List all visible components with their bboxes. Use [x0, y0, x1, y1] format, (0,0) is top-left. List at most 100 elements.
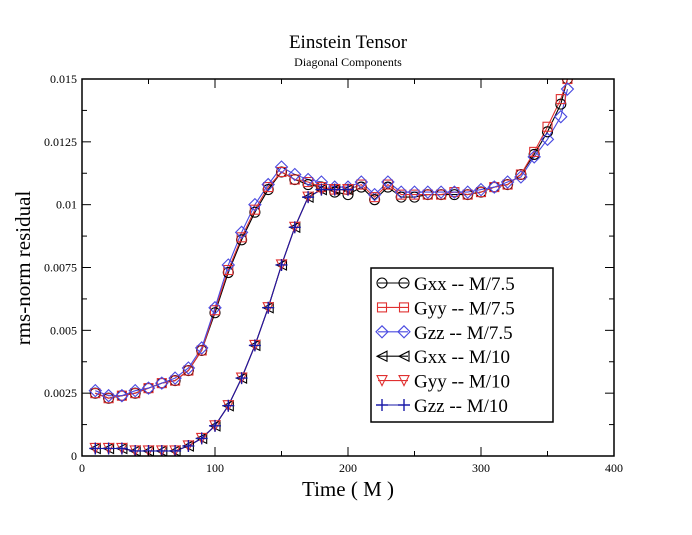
legend-marker: [398, 302, 410, 313]
legend-label: Gzz -- M/7.5: [414, 323, 513, 344]
data-point-series-3: [181, 361, 196, 375]
y-tick-label: 0.0075: [44, 261, 77, 275]
marker-layer: [88, 79, 575, 456]
data-point-series-2: [303, 176, 314, 188]
data-point-series-3: [554, 109, 568, 124]
legend-items: Gxx -- M/7.5 Gyy -- M/7.5 Gzz -- M/7.5 Gxx …: [375, 274, 515, 417]
data-point-series-2: [555, 94, 566, 105]
legend-marker: [398, 375, 410, 387]
y-tick-label: 0.0025: [44, 386, 77, 400]
data-point-series-6: [235, 372, 248, 385]
data-point-series-6: [248, 339, 261, 352]
data-point-series-2: [276, 166, 287, 178]
data-point-series-3: [367, 187, 382, 202]
x-tick-label: 0: [79, 461, 85, 475]
data-point-series-3: [301, 172, 315, 187]
data-point-series-3: [141, 381, 156, 395]
data-point-series-6: [275, 258, 288, 271]
data-point-series-6: [155, 444, 168, 456]
data-point-series-3: [474, 182, 488, 197]
data-point-series-3: [354, 175, 369, 189]
legend-marker: [397, 325, 411, 339]
y-tick-label: 0.01: [56, 198, 77, 212]
data-point-series-3: [88, 383, 103, 398]
data-point-series-2: [116, 390, 127, 401]
data-point-series-2: [156, 378, 167, 389]
x-tick-label: 300: [472, 461, 490, 475]
legend-marker: [376, 375, 388, 387]
data-point-series-6: [129, 444, 142, 456]
data-point-series-2: [515, 169, 526, 180]
data-point-series-6: [315, 183, 328, 196]
legend-label: Gyy -- M/10: [414, 372, 510, 393]
data-point-series-3: [234, 225, 249, 240]
series-line-5: [95, 189, 348, 452]
data-point-series-3: [261, 177, 275, 192]
data-point-series-3: [274, 160, 289, 174]
legend: Gxx -- M/7.5 Gyy -- M/7.5 Gzz -- M/7.5 Gxx …: [370, 267, 554, 423]
data-point-series-2: [475, 187, 487, 198]
data-point-series-3: [194, 341, 209, 355]
data-point-series-2: [369, 192, 380, 203]
legend-marker: [376, 399, 388, 411]
data-point-series-6: [302, 191, 315, 204]
data-point-series-2: [382, 179, 393, 190]
data-point-series-3: [527, 150, 541, 164]
legend-marker: [398, 277, 410, 289]
y-tick-label: 0.015: [50, 72, 77, 86]
data-point-series-6: [262, 301, 275, 314]
data-point-series-6: [182, 439, 195, 452]
data-point-series-2: [289, 174, 300, 185]
x-tick-label: 100: [206, 461, 224, 475]
data-point-series-6: [342, 183, 354, 196]
data-point-series-6: [209, 419, 221, 432]
legend-marker: [375, 325, 389, 339]
data-point-series-6: [115, 442, 128, 455]
data-point-series-3: [500, 175, 515, 189]
data-point-series-2: [462, 189, 473, 200]
data-point-series-6: [328, 183, 341, 196]
x-axis-label: Time ( M ): [302, 477, 394, 501]
legend-marker: [376, 302, 388, 313]
data-point-series-3: [447, 185, 462, 199]
data-point-series-3: [381, 175, 395, 189]
data-point-series-3: [221, 258, 236, 272]
legend-marker: [375, 350, 388, 363]
data-point-series-2: [130, 388, 141, 399]
data-point-series-2: [183, 365, 194, 376]
data-point-series-3: [514, 170, 528, 184]
data-point-series-3: [115, 388, 129, 403]
x-axis-ticks: 0 100 200 300 400: [79, 79, 623, 475]
x-tick-label: 400: [605, 461, 623, 475]
x-tick-label: 200: [339, 461, 357, 475]
legend-box: [370, 267, 554, 423]
data-point-series-2: [236, 232, 247, 243]
legend-label: Gyy -- M/7.5: [414, 298, 515, 319]
data-point-series-3: [288, 167, 302, 182]
data-point-series-3: [460, 185, 475, 199]
data-point-series-2: [103, 393, 114, 404]
data-point-series-6: [89, 442, 102, 455]
data-point-series-2: [502, 179, 513, 190]
data-point-series-2: [196, 345, 207, 356]
data-point-series-2: [422, 189, 433, 200]
y-tick-label: 0: [71, 449, 77, 463]
legend-marker: [397, 350, 410, 363]
data-point-series-2: [249, 204, 260, 215]
data-point-series-2: [223, 264, 234, 276]
data-point-series-3: [101, 388, 116, 403]
data-point-series-3: [155, 376, 169, 390]
data-point-series-2: [356, 179, 367, 190]
data-point-series-6: [222, 399, 235, 412]
chart-subtitle: Diagonal Components: [294, 55, 402, 69]
legend-label: Gxx -- M/7.5: [414, 274, 515, 295]
data-point-series-2: [489, 182, 500, 193]
data-point-series-3: [208, 300, 222, 315]
y-axis-label: rms-norm residual: [11, 191, 35, 346]
series-line-4: [95, 189, 348, 452]
data-point-series-2: [143, 383, 154, 394]
data-point-series-2: [542, 121, 553, 132]
data-point-series-3: [168, 371, 182, 385]
data-point-series-2: [436, 189, 447, 200]
